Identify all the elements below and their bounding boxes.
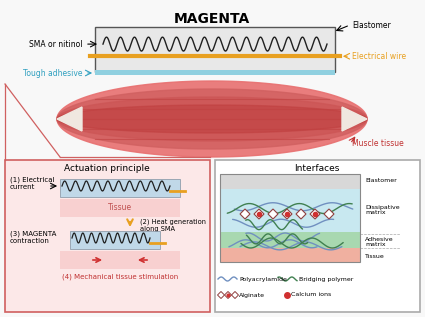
Text: (1) Electrical
current: (1) Electrical current xyxy=(10,176,54,190)
Text: Tissue: Tissue xyxy=(365,254,385,258)
Text: (4) Mechanical tissue stimulation: (4) Mechanical tissue stimulation xyxy=(62,274,178,281)
Polygon shape xyxy=(57,97,367,141)
Polygon shape xyxy=(324,209,334,219)
Polygon shape xyxy=(268,209,278,219)
Bar xyxy=(5,160,210,312)
Polygon shape xyxy=(342,107,367,131)
Text: Tissue: Tissue xyxy=(108,204,132,212)
Text: Bridging polymer: Bridging polymer xyxy=(299,276,353,281)
Text: SMA or nitinol: SMA or nitinol xyxy=(29,40,83,49)
Polygon shape xyxy=(254,209,264,219)
Polygon shape xyxy=(282,209,292,219)
Polygon shape xyxy=(57,81,367,157)
Text: Dissipative
matrix: Dissipative matrix xyxy=(365,204,400,215)
Bar xyxy=(220,232,360,250)
Text: Interfaces: Interfaces xyxy=(294,164,340,173)
Text: Polyacrylamide: Polyacrylamide xyxy=(239,276,287,281)
Text: Electrical wire: Electrical wire xyxy=(352,52,406,61)
Polygon shape xyxy=(218,292,224,299)
Polygon shape xyxy=(57,107,82,131)
Bar xyxy=(60,179,180,197)
Text: MAGENTA: MAGENTA xyxy=(174,12,250,26)
Text: Adhesive
matrix: Adhesive matrix xyxy=(365,236,394,247)
Text: Elastomer: Elastomer xyxy=(352,21,391,29)
Polygon shape xyxy=(296,209,306,219)
Bar xyxy=(215,160,420,312)
Bar xyxy=(95,70,335,75)
Text: Calcium ions: Calcium ions xyxy=(291,293,331,297)
Text: Elastomer: Elastomer xyxy=(365,178,397,184)
Text: Actuation principle: Actuation principle xyxy=(64,164,150,173)
Text: Muscle tissue: Muscle tissue xyxy=(352,139,404,148)
Text: (2) Heat generation
along SMA: (2) Heat generation along SMA xyxy=(140,218,206,232)
Bar xyxy=(220,174,360,262)
Bar xyxy=(220,174,360,189)
Bar xyxy=(60,199,180,217)
Polygon shape xyxy=(240,209,250,219)
Polygon shape xyxy=(232,292,238,299)
Bar xyxy=(95,27,335,72)
Text: Tough adhesive: Tough adhesive xyxy=(23,68,83,77)
Bar xyxy=(220,248,360,262)
Polygon shape xyxy=(57,105,367,133)
Polygon shape xyxy=(310,209,320,219)
Bar xyxy=(70,231,160,249)
Bar xyxy=(60,251,180,269)
Bar xyxy=(220,189,360,234)
Polygon shape xyxy=(57,89,367,149)
Polygon shape xyxy=(224,292,232,299)
Text: (3) MAGENTA
contraction: (3) MAGENTA contraction xyxy=(10,230,57,244)
Text: Alginate: Alginate xyxy=(239,293,265,297)
